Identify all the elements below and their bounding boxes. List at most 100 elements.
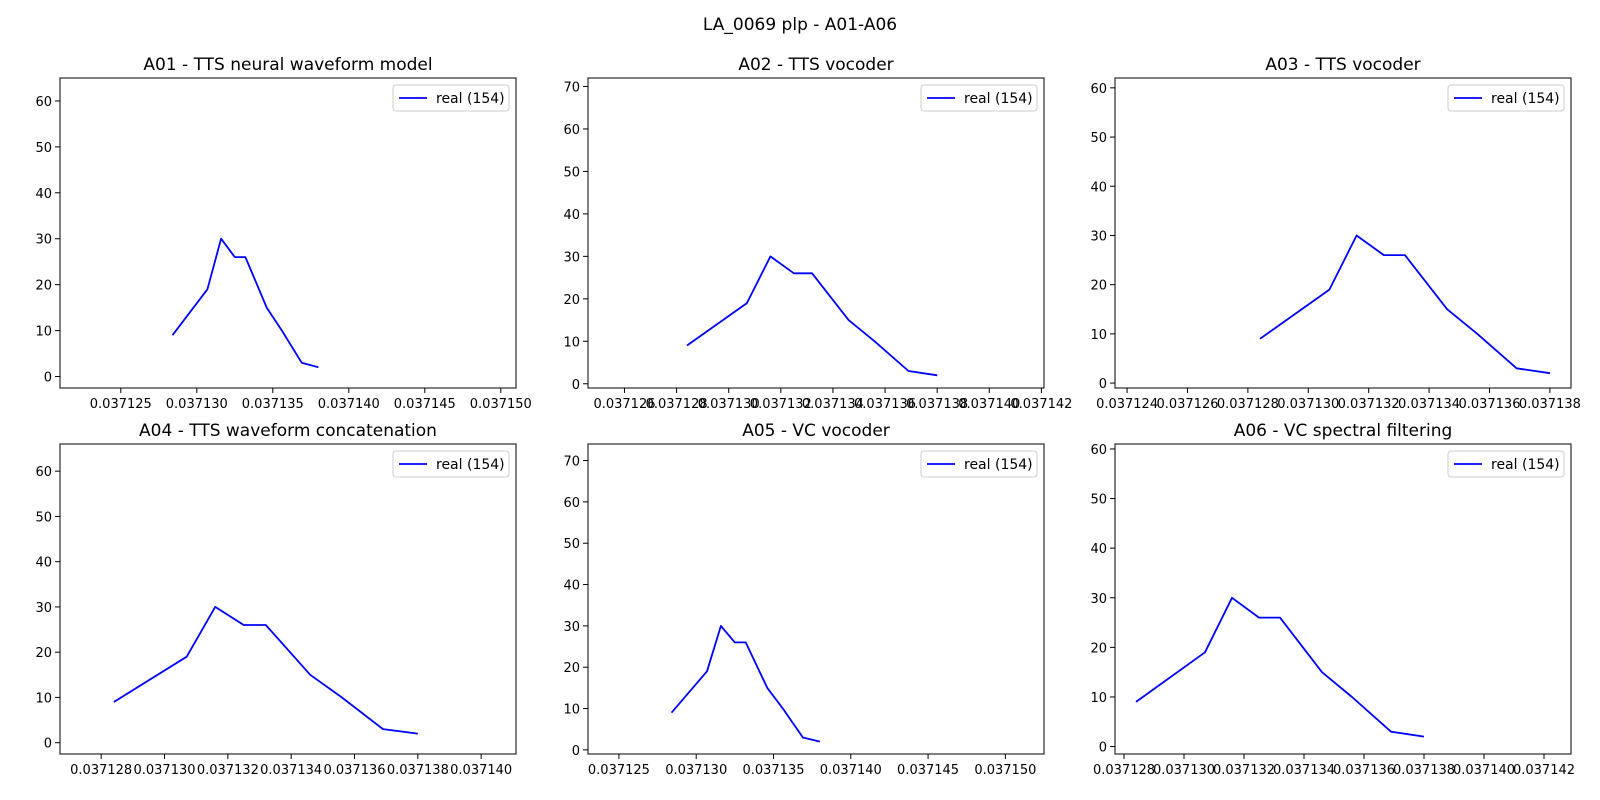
y-tick-label: 60 <box>563 123 580 138</box>
figure-suptitle: LA_0069 plp - A01-A06 <box>703 15 897 35</box>
y-tick-label: 0 <box>44 737 52 752</box>
x-tick-label: 0.037140 <box>318 397 380 412</box>
y-tick-label: 10 <box>1090 691 1107 706</box>
x-tick-label: 0.037135 <box>242 397 304 412</box>
legend: real (154) <box>920 84 1038 112</box>
subplot-5: A05 - VC vocoder 0 10 20 30 40 50 60 70 0.037125 0… <box>563 421 1045 778</box>
y-tick-label: 0 <box>44 371 52 386</box>
x-tick-label: 0.037138 <box>387 763 449 778</box>
x-tick-label: 0.037145 <box>394 397 456 412</box>
x-tick-label: 0.037128 <box>1093 763 1155 778</box>
y-tick-label: 20 <box>35 646 52 661</box>
y-tick-label: 50 <box>1090 131 1107 146</box>
series-line <box>1259 234 1551 375</box>
legend: real (154) <box>1447 450 1565 478</box>
y-tick-label: 50 <box>35 141 52 156</box>
y-tick-label: 0 <box>1099 741 1107 756</box>
y-tick-label: 20 <box>1090 641 1107 656</box>
y-tick-label: 60 <box>35 95 52 110</box>
x-tick-label: 0.037128 <box>70 763 132 778</box>
x-tick-label: 0.037132 <box>750 397 812 412</box>
subplot-title: A05 - VC vocoder <box>742 421 890 441</box>
x-tick-label: 0.037150 <box>470 397 532 412</box>
y-tick-label: 0 <box>572 378 580 393</box>
y-tick-label: 0 <box>1099 377 1107 392</box>
y-tick-label: 40 <box>1090 180 1107 195</box>
y-tick-label: 30 <box>1090 592 1107 607</box>
x-tick-label: 0.037135 <box>742 763 804 778</box>
y-tick-label: 60 <box>1090 443 1107 458</box>
legend: real (154) <box>920 450 1038 478</box>
y-tick-label: 10 <box>563 335 580 350</box>
x-tick-label: 0.037136 <box>1458 397 1520 412</box>
series-line <box>171 237 319 369</box>
subplot-6: A06 - VC spectral filtering 0 10 20 30 40 50 60… <box>1090 421 1575 778</box>
x-tick-label: 0.037138 <box>1393 763 1455 778</box>
subplot-title: A03 - TTS vocoder <box>1265 55 1420 75</box>
x-tick-label: 0.037125 <box>588 763 650 778</box>
x-tick-label: 0.037134 <box>802 397 864 412</box>
y-tick-label: 30 <box>35 233 52 248</box>
y-tick-label: 50 <box>35 510 52 525</box>
x-tick-label: 0.037134 <box>1273 763 1335 778</box>
legend: real (154) <box>1447 84 1565 112</box>
x-tick-label: 0.037140 <box>450 763 512 778</box>
x-tick-label: 0.037130 <box>698 397 760 412</box>
x-tick-label: 0.037140 <box>958 397 1020 412</box>
x-tick-label: 0.037140 <box>1453 763 1515 778</box>
x-tick-label: 0.037130 <box>133 763 195 778</box>
axes-frame <box>59 77 517 389</box>
subplot-grid: A01 - TTS neural waveform model 0 10 20 30 40… <box>35 55 1580 778</box>
x-tick-label: 0.037132 <box>197 763 259 778</box>
legend-label: real (154) <box>436 91 505 107</box>
x-tick-label: 0.037124 <box>1096 397 1158 412</box>
x-tick-label: 0.037134 <box>260 763 322 778</box>
y-tick-label: 10 <box>35 691 52 706</box>
legend-label: real (154) <box>1491 91 1560 107</box>
x-tick-label: 0.037130 <box>665 763 727 778</box>
y-tick-label: 50 <box>563 165 580 180</box>
y-tick-label: 10 <box>35 325 52 340</box>
axes-frame <box>587 443 1045 755</box>
x-tick-label: 0.037126 <box>593 397 655 412</box>
series-line <box>686 255 938 377</box>
legend: real (154) <box>392 84 510 112</box>
x-tick-label: 0.037128 <box>646 397 708 412</box>
y-tick-label: 30 <box>1090 229 1107 244</box>
legend-frame <box>920 84 1038 112</box>
x-tick-label: 0.037128 <box>1217 397 1279 412</box>
legend-frame <box>392 450 510 478</box>
y-tick-label: 50 <box>1090 493 1107 508</box>
y-tick-label: 60 <box>35 465 52 480</box>
subplot-3: A03 - TTS vocoder01020304050600.0371240.… <box>1090 55 1580 412</box>
axes-frame <box>1114 443 1572 755</box>
x-tick-label: 0.037142 <box>1010 397 1072 412</box>
axes-frame <box>1114 77 1572 389</box>
subplot-title: A01 - TTS neural waveform model <box>143 55 432 75</box>
y-tick-label: 40 <box>1090 542 1107 557</box>
legend-frame <box>1447 84 1565 112</box>
axes-frame <box>59 443 517 755</box>
y-tick-label: 20 <box>1090 279 1107 294</box>
x-tick-label: 0.037130 <box>1153 763 1215 778</box>
x-tick-label: 0.037136 <box>854 397 916 412</box>
x-tick-label: 0.037145 <box>897 763 959 778</box>
x-tick-label: 0.037136 <box>1333 763 1395 778</box>
subplot-2: A02 - TTS vocoder 0 10 20 30 40 50 60 70 0.037126… <box>563 55 1072 412</box>
y-tick-label: 30 <box>35 601 52 616</box>
series-line <box>670 625 821 743</box>
y-tick-label: 60 <box>1090 82 1107 97</box>
legend-frame <box>392 84 510 112</box>
x-tick-label: 0.037138 <box>1519 397 1581 412</box>
x-tick-label: 0.037130 <box>1277 397 1339 412</box>
y-tick-label: 40 <box>563 208 580 223</box>
legend-frame <box>920 450 1038 478</box>
y-tick-label: 40 <box>35 556 52 571</box>
y-tick-label: 20 <box>35 279 52 294</box>
x-tick-label: 0.037142 <box>1513 763 1575 778</box>
y-tick-label: 40 <box>563 579 580 594</box>
series-line <box>113 606 418 735</box>
x-tick-label: 0.037132 <box>1213 763 1275 778</box>
subplot-title: A02 - TTS vocoder <box>738 55 893 75</box>
